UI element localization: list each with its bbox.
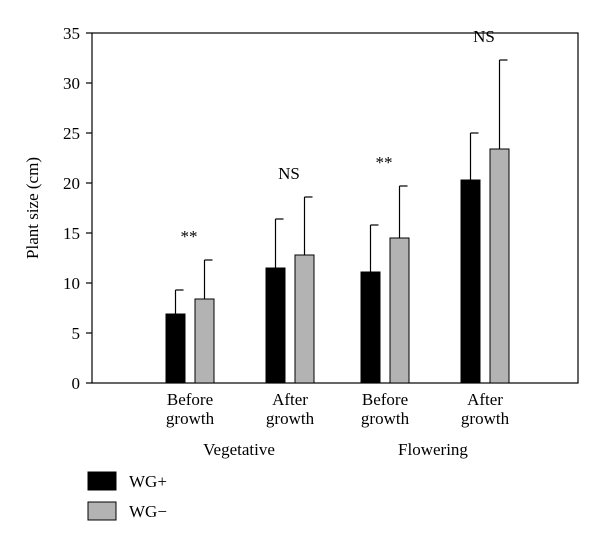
category-label-line2: growth [361,409,410,428]
y-tick-label: 15 [63,224,80,243]
y-tick-label: 20 [63,174,80,193]
legend-label: WG− [129,502,167,521]
bar [194,298,215,384]
category-label-line1: After [467,390,503,409]
bar [265,267,286,384]
y-tick-label: 5 [72,324,81,343]
group-label: Vegetative [203,440,275,459]
category-label-line2: growth [166,409,215,428]
bar [460,179,481,384]
category-label-line1: After [272,390,308,409]
y-tick-label: 10 [63,274,80,293]
bar [165,313,186,384]
category-label-line1: Before [362,390,408,409]
significance-label: NS [278,164,300,183]
significance-label: ** [181,227,198,246]
y-tick-label: 35 [63,24,80,43]
axes: 0 5 10 15 20 25 30 35 Plant size (cm) [23,24,579,393]
category-label-line2: growth [266,409,315,428]
group-label: Flowering [398,440,468,459]
bar [294,254,315,384]
bar [360,271,381,384]
y-tick-label: 25 [63,124,80,143]
legend-swatch [87,501,117,521]
plot-frame [91,32,579,384]
legend-label: WG+ [129,472,167,491]
bar [389,237,410,384]
category-label-line1: Before [167,390,213,409]
y-axis-label: Plant size (cm) [23,157,42,259]
y-tick-label: 30 [63,74,80,93]
significance-label: ** [376,153,393,172]
legend-swatch [87,471,117,491]
significance-label: NS [473,27,495,46]
category-label-line2: growth [461,409,510,428]
labels: **NS**NSBeforegrowthAftergrowthBeforegro… [166,27,510,459]
legend: WG+ WG− [87,471,167,521]
bar [489,148,510,384]
bars [165,59,510,384]
y-tick-label: 0 [72,374,81,393]
